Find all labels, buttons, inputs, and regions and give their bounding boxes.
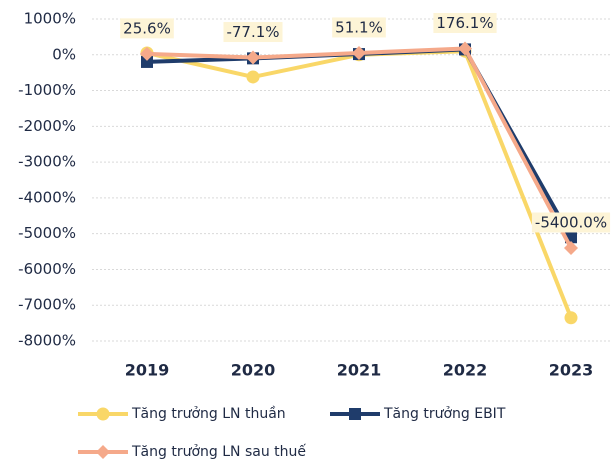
y-tick-label: 0% bbox=[52, 45, 76, 63]
y-tick-label: -6000% bbox=[18, 260, 76, 278]
data-label-bg bbox=[120, 18, 174, 39]
y-tick-label: -4000% bbox=[18, 188, 76, 206]
x-tick-label: 2022 bbox=[443, 361, 488, 380]
data-label-text: -5400.0% bbox=[535, 213, 607, 231]
point bbox=[141, 55, 153, 68]
x-tick-label: 2023 bbox=[549, 361, 594, 380]
series-line bbox=[146, 47, 573, 239]
data-label-text: 176.1% bbox=[436, 14, 493, 32]
x-tick-label: 2020 bbox=[231, 361, 276, 380]
data-label-bg bbox=[223, 22, 283, 43]
data-label: -77.1% bbox=[223, 22, 283, 43]
x-tick-label: 2021 bbox=[337, 361, 382, 380]
data-label: -5400.0% bbox=[531, 212, 611, 233]
y-tick-label: -2000% bbox=[18, 117, 76, 135]
data-label-text: 25.6% bbox=[123, 19, 171, 37]
legend-marker bbox=[96, 445, 110, 459]
series-line bbox=[146, 49, 573, 319]
y-tick-label: -5000% bbox=[18, 224, 76, 242]
data-label: 51.1% bbox=[332, 17, 386, 38]
data-label: 25.6% bbox=[120, 18, 174, 39]
y-tick-label: -7000% bbox=[18, 296, 76, 314]
legend-marker bbox=[349, 408, 361, 420]
y-tick-label: -3000% bbox=[18, 153, 76, 171]
point bbox=[140, 46, 154, 61]
legend-label: Tăng trưởng LN sau thuế bbox=[131, 443, 306, 460]
data-label-text: -77.1% bbox=[226, 23, 279, 41]
y-tick-label: 1000% bbox=[24, 10, 76, 28]
legend-label: Tăng trưởng EBIT bbox=[383, 406, 506, 422]
data-label-bg bbox=[332, 17, 386, 38]
point bbox=[246, 50, 260, 65]
y-tick-label: -1000% bbox=[18, 81, 76, 99]
series-line bbox=[146, 46, 573, 249]
legend-label: Tăng trưởng LN thuần bbox=[131, 406, 286, 422]
point bbox=[564, 311, 578, 325]
point bbox=[352, 45, 366, 60]
point bbox=[458, 41, 472, 56]
legend-marker bbox=[96, 407, 110, 421]
y-tick-label: -8000% bbox=[18, 332, 76, 350]
point bbox=[564, 240, 578, 255]
data-label-text: 51.1% bbox=[335, 18, 383, 36]
data-label: 176.1% bbox=[433, 12, 497, 33]
data-label-bg bbox=[433, 12, 497, 33]
x-tick-label: 2019 bbox=[125, 361, 170, 380]
data-label-bg bbox=[531, 212, 611, 233]
point bbox=[246, 70, 260, 84]
